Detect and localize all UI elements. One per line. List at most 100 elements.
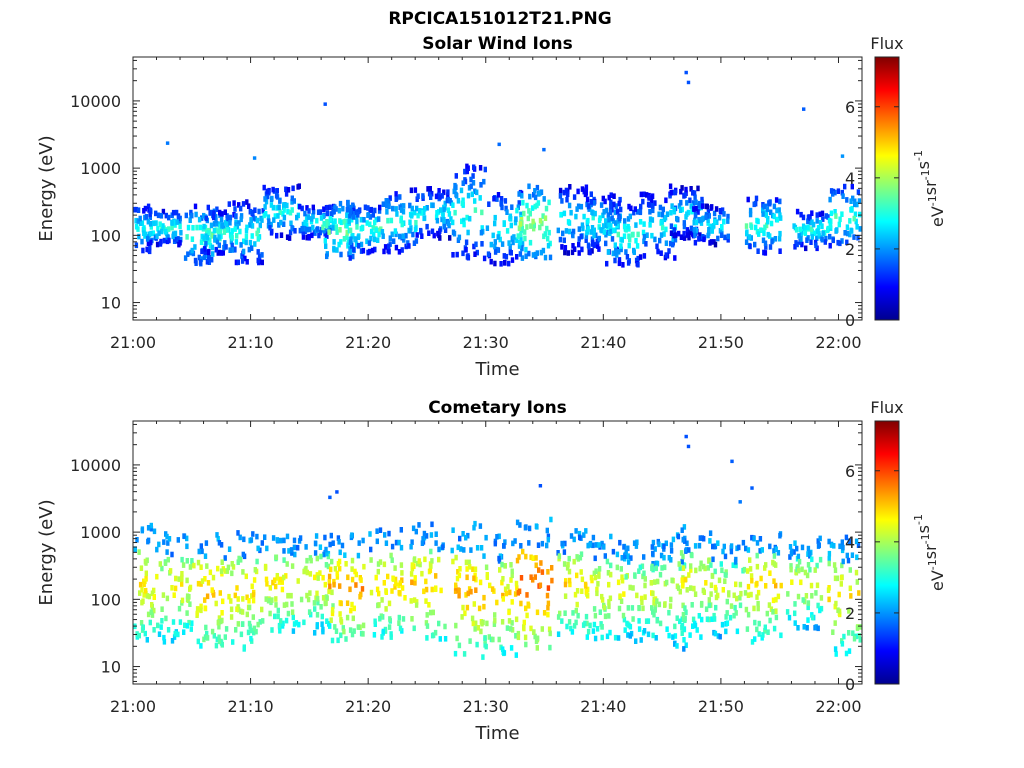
flux-cell [244, 239, 248, 246]
flux-cell [707, 558, 711, 564]
flux-cell [611, 227, 616, 234]
flux-cell [181, 562, 186, 568]
flux-cell [399, 562, 404, 568]
flux-cell [335, 574, 340, 580]
flux-cell [414, 528, 418, 535]
flux-cell [384, 540, 389, 546]
flux-cell [410, 616, 414, 622]
flux-cell [278, 576, 283, 583]
flux-cell [325, 550, 329, 557]
flux-cell [584, 528, 588, 534]
flux-cell [242, 238, 246, 245]
flux-cell [545, 592, 550, 599]
flux-cell [456, 544, 460, 551]
flux-cell [219, 250, 224, 256]
flux-cell [565, 565, 570, 571]
flux-cell [600, 634, 604, 641]
flux-cell [461, 180, 465, 186]
flux-cell [313, 540, 318, 547]
flux-cell [821, 216, 825, 222]
flux-cell [218, 228, 222, 235]
flux-cell [359, 225, 363, 232]
flux-cell [697, 613, 701, 619]
flux-cell [185, 535, 189, 542]
flux-cell [609, 192, 613, 198]
flux-cell [265, 193, 270, 200]
flux-cell [374, 216, 378, 223]
flux-cell [286, 592, 290, 599]
flux-cell [753, 636, 757, 642]
flux-cell [644, 618, 649, 624]
flux-cell [643, 576, 647, 582]
flux-cell [459, 187, 464, 194]
flux-cell [840, 211, 844, 217]
flux-cell [820, 210, 825, 217]
flux-cell [507, 260, 511, 267]
flux-cell [710, 573, 715, 579]
flux-cell [602, 604, 606, 611]
flux-cell [250, 593, 254, 599]
flux-cell [162, 634, 166, 641]
flux-cell [563, 249, 567, 256]
flux-cell [724, 628, 728, 635]
flux-cell [149, 230, 153, 237]
flux-cell [702, 589, 706, 595]
colorbar [874, 56, 900, 321]
flux-cell [469, 176, 473, 183]
flux-cell [292, 198, 296, 204]
flux-cell [664, 197, 668, 204]
flux-cell [254, 628, 258, 635]
flux-cell [846, 557, 851, 564]
flux-cell [290, 609, 295, 615]
flux-cell [739, 590, 743, 597]
flux-cell [468, 564, 472, 570]
flux-cell [319, 215, 324, 221]
flux-cell [856, 189, 861, 195]
flux-outlier [840, 154, 845, 158]
flux-cell [645, 192, 649, 198]
flux-cell [421, 536, 425, 542]
flux-cell [375, 586, 380, 593]
flux-cell [408, 228, 412, 234]
flux-cell [500, 241, 505, 247]
flux-cell [638, 219, 643, 225]
flux-cell [172, 219, 177, 226]
flux-cell [165, 533, 169, 540]
flux-cell [179, 229, 183, 236]
flux-cell [702, 236, 706, 243]
flux-cell [313, 606, 317, 612]
flux-cell [611, 250, 615, 257]
flux-cell [265, 545, 269, 552]
flux-cell [296, 578, 300, 584]
flux-cell [180, 571, 184, 577]
flux-cell [282, 602, 287, 608]
flux-cell [214, 217, 218, 223]
flux-cell [631, 585, 635, 591]
flux-cell [795, 545, 799, 552]
flux-cell [185, 543, 189, 550]
flux-cell [190, 236, 195, 242]
flux-cell [241, 569, 245, 575]
flux-cell [193, 203, 198, 210]
flux-cell [197, 548, 201, 555]
flux-cell [595, 626, 600, 632]
flux-cell [186, 224, 191, 231]
flux-cell [566, 250, 570, 256]
flux-cell [205, 235, 210, 241]
flux-cell [662, 543, 666, 550]
flux-cell [223, 568, 228, 574]
flux-cell [513, 219, 518, 226]
flux-cell [626, 605, 630, 611]
flux-cell [453, 209, 457, 216]
flux-cell [298, 535, 303, 541]
flux-cell [332, 247, 336, 253]
flux-cell [425, 205, 429, 211]
flux-cell [774, 197, 779, 203]
flux-cell [671, 634, 675, 640]
flux-cell [279, 232, 284, 238]
flux-cell [321, 628, 325, 635]
flux-cell [509, 562, 513, 568]
flux-cell [174, 575, 178, 582]
flux-cell [618, 196, 622, 203]
flux-cell [850, 183, 854, 190]
